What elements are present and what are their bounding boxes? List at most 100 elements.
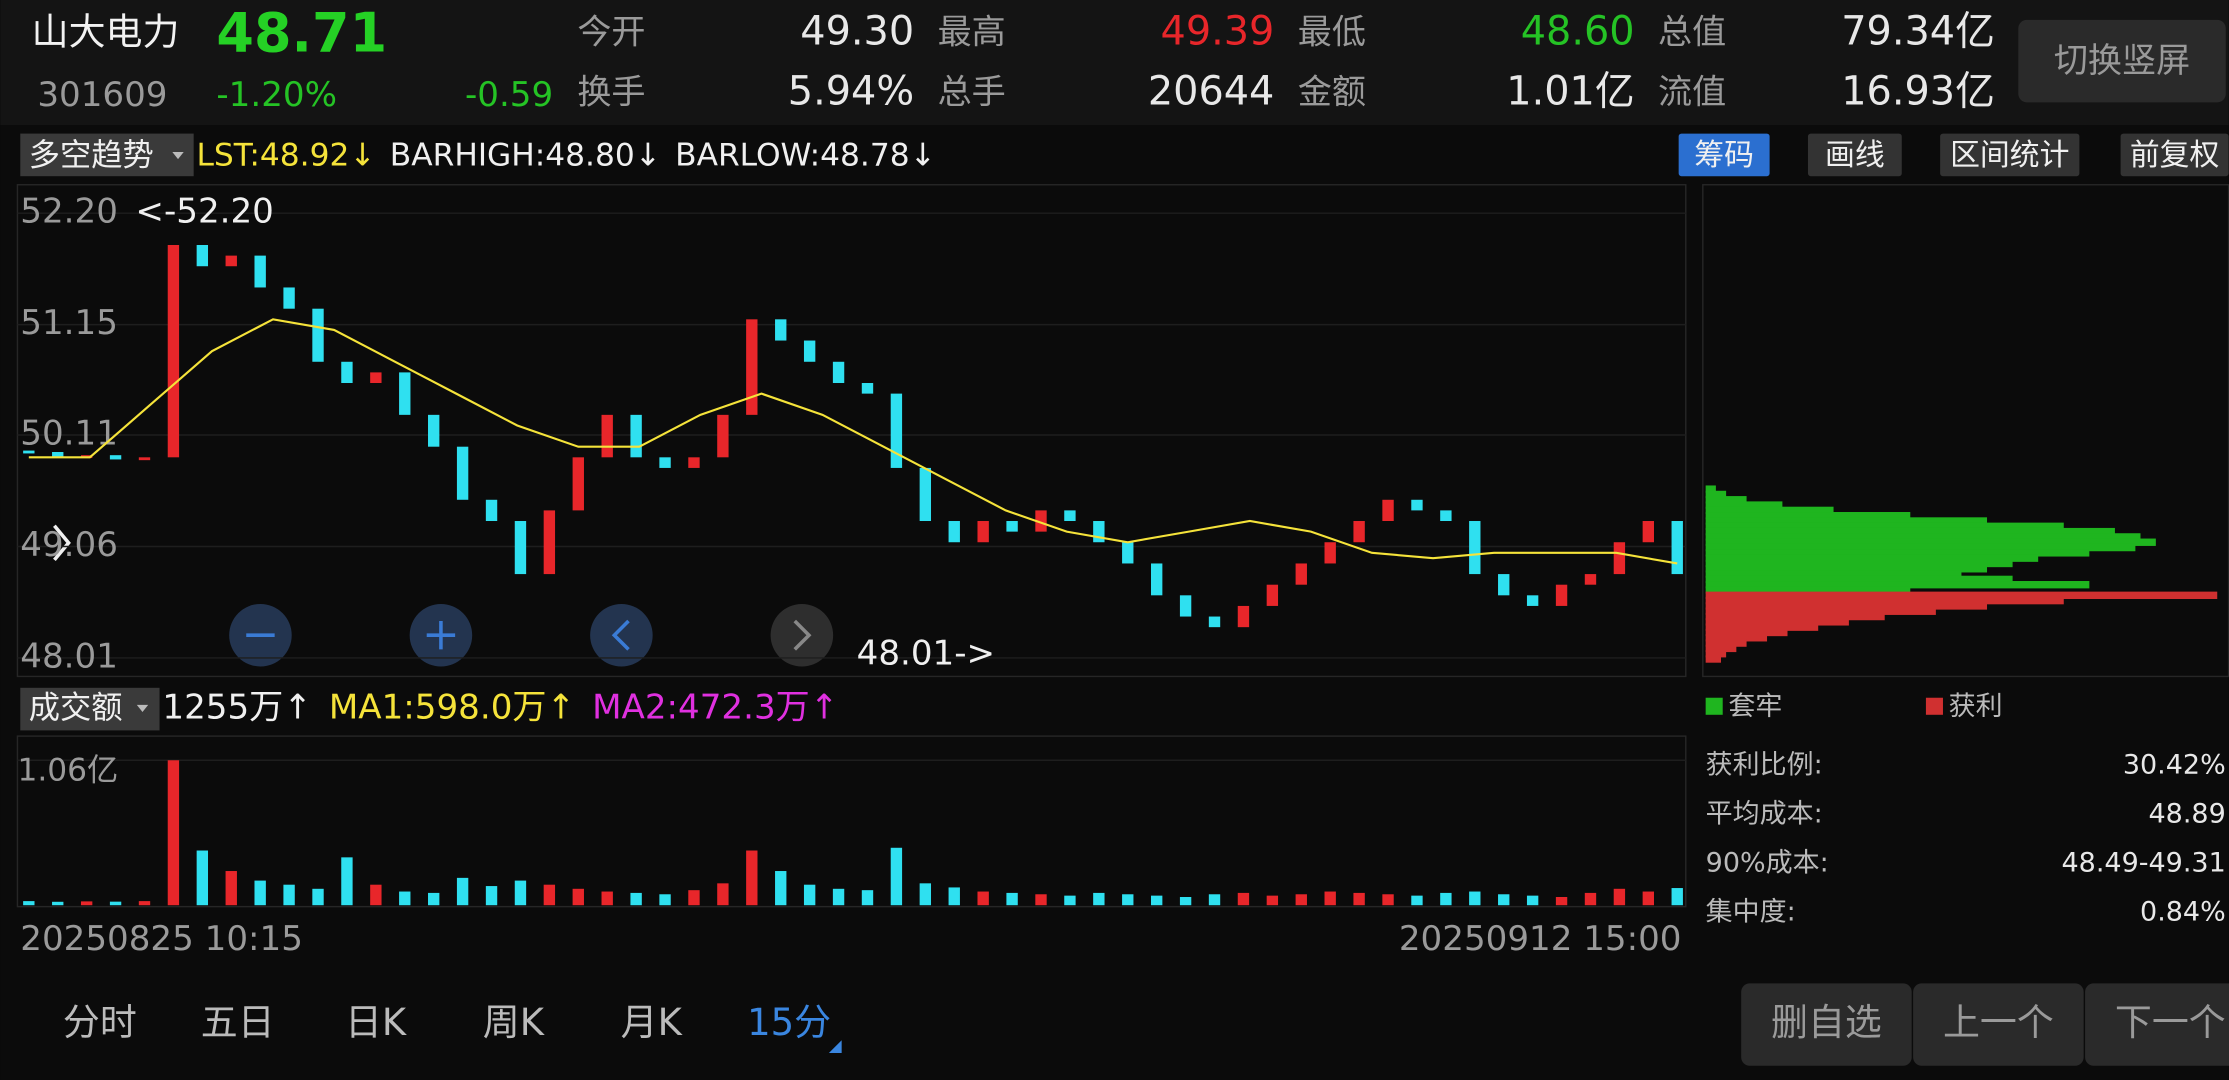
stat-label: 总手 [938, 72, 1006, 112]
chart-tab[interactable] [1678, 133, 1770, 177]
stat-value: 48.60 [1521, 9, 1635, 55]
indicator-value: LST:48.92↓ [197, 137, 376, 173]
legend-label: 获利 [1949, 691, 2003, 722]
candle [1295, 563, 1307, 585]
action-button[interactable] [2085, 983, 2229, 1066]
stat-label: 最高 [938, 13, 1006, 53]
chip-bar [1705, 517, 1988, 525]
chart-tab-label[interactable]: 区间统计 [1950, 138, 2069, 173]
candle [688, 457, 700, 468]
chip-bar [1705, 607, 1936, 615]
volume-bar [543, 884, 556, 906]
chip-bar [1705, 591, 2218, 600]
volume-bar [861, 890, 874, 906]
expand-icon[interactable] [53, 524, 71, 562]
action-button-label[interactable]: 上一个 [1943, 1001, 2054, 1044]
chip-bar [1705, 538, 2156, 546]
volume-bar [1179, 897, 1192, 906]
volume-bar [138, 901, 151, 906]
candle [52, 452, 64, 458]
candle [456, 446, 469, 500]
volume-bar [746, 850, 758, 906]
indicator-selector-label[interactable]: 多空趋势 [29, 137, 154, 173]
chip-stat-value: 48.89 [2148, 798, 2225, 829]
candle [1584, 574, 1597, 585]
candle [370, 372, 382, 384]
volume-selector-label[interactable]: 成交额 [29, 690, 123, 726]
chip-bar [1705, 496, 1747, 504]
period-tab[interactable]: 五日 [201, 1001, 275, 1044]
volume-bar [775, 871, 787, 906]
candle [514, 521, 527, 575]
chip-bar [1705, 570, 1962, 578]
chart-tab-label[interactable]: 画线 [1825, 138, 1885, 173]
scroll-left-icon [611, 619, 630, 651]
chart-tab[interactable] [1807, 133, 1902, 177]
volume-bar [225, 871, 237, 906]
stock-name: 山大电力 [32, 11, 180, 54]
candle [1006, 521, 1018, 532]
period-tab[interactable]: 15分 [747, 1001, 831, 1044]
candle [572, 457, 584, 511]
chip-bar [1705, 506, 1834, 515]
high-marker: <-52.20 [135, 192, 273, 232]
action-button[interactable] [1741, 983, 1912, 1066]
chart-tab-label[interactable]: 前复权 [2130, 138, 2219, 173]
chip-bar [1705, 527, 2115, 536]
volume-bar [688, 890, 700, 906]
chip-bar [1705, 602, 1988, 610]
candle [1179, 595, 1192, 617]
volume-bar [1064, 895, 1076, 906]
candle [1411, 499, 1423, 511]
scroll-left-button[interactable] [590, 603, 653, 667]
volume-bar [601, 891, 613, 906]
chip-bar [1705, 549, 2090, 557]
chip-bar [1705, 485, 1716, 493]
period-tab[interactable]: 月K [621, 1001, 683, 1044]
chip-bar [1705, 634, 1768, 642]
candle [109, 455, 122, 460]
chip-bar [1705, 655, 1722, 663]
y-tick-label: 50.11 [20, 414, 118, 454]
volume-bar [659, 894, 671, 906]
volume-bar [1208, 894, 1221, 906]
candle [283, 287, 295, 309]
rotate-button[interactable] [2018, 19, 2226, 103]
chart-tab-label[interactable]: 筹码 [1694, 138, 1754, 173]
stat-value: 20644 [1148, 68, 1275, 114]
period-tab[interactable]: 日K [345, 1001, 407, 1044]
chart-tab[interactable] [1940, 133, 2080, 177]
rotate-button-label[interactable]: 切换竖屏 [2054, 41, 2190, 81]
candle [1671, 521, 1683, 575]
candle [1613, 542, 1626, 575]
y-tick-label: 48.01 [20, 636, 118, 676]
action-button-label[interactable]: 下一个 [2115, 1001, 2226, 1044]
candle [167, 245, 180, 458]
period-tab[interactable]: 周K [483, 1001, 545, 1044]
action-button[interactable] [1913, 983, 2084, 1066]
period-tab[interactable]: 分时 [63, 1001, 137, 1044]
price-panel [16, 184, 1687, 678]
chart-tab[interactable] [2120, 133, 2229, 177]
action-button-label[interactable]: 删自选 [1771, 1001, 1882, 1044]
volume-bar [948, 887, 960, 906]
chip-bar [1705, 623, 1819, 631]
candle [832, 361, 845, 384]
candle [428, 414, 440, 447]
chip-bar [1705, 628, 1788, 637]
candle [1122, 542, 1134, 564]
candle [1498, 574, 1510, 596]
candle [225, 255, 237, 267]
volume-bar [80, 901, 93, 906]
chip-bar [1705, 522, 2064, 531]
candle [1064, 510, 1076, 522]
volume-selector[interactable] [20, 687, 160, 731]
low-marker: 48.01-> [857, 634, 995, 674]
volume-panel [16, 735, 1687, 908]
scroll-right-button[interactable] [770, 603, 834, 667]
indicator-selector[interactable] [20, 133, 194, 177]
y-tick-label: 51.15 [20, 303, 118, 343]
volume-bar [1555, 897, 1568, 906]
candle [1324, 542, 1336, 564]
